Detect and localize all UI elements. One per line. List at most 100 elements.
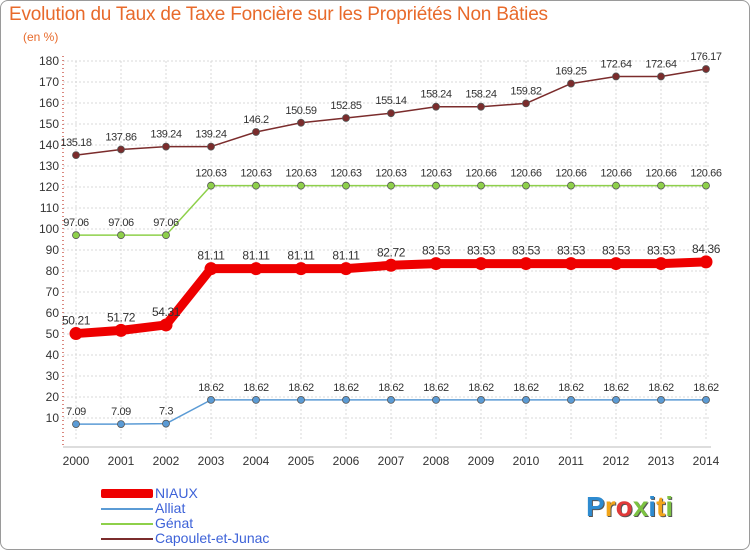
data-label-capoulet-et-junac: 159.82 bbox=[510, 85, 542, 97]
data-point-g-nat bbox=[207, 181, 215, 190]
legend-item-alliat: Alliat bbox=[101, 501, 269, 516]
y-tick-label: 120 bbox=[39, 180, 59, 194]
x-tick-label: 2014 bbox=[693, 454, 720, 468]
data-point-niaux bbox=[204, 262, 218, 276]
data-label-alliat: 18.62 bbox=[423, 382, 449, 394]
legend-swatch-genat bbox=[101, 522, 153, 525]
data-label-g-nat: 120.63 bbox=[330, 168, 362, 180]
data-point-capoulet-et-junac bbox=[657, 72, 665, 81]
logo-letter: t bbox=[656, 491, 666, 522]
data-label-capoulet-et-junac: 135.18 bbox=[60, 137, 92, 149]
data-point-capoulet-et-junac bbox=[567, 79, 575, 88]
legend-label-niaux: NIAUX bbox=[155, 485, 198, 501]
data-point-niaux bbox=[609, 257, 623, 271]
data-point-alliat bbox=[297, 395, 305, 404]
data-point-capoulet-et-junac bbox=[477, 102, 485, 111]
x-tick-label: 2011 bbox=[558, 454, 584, 468]
data-point-niaux bbox=[339, 262, 353, 276]
logo-letter: i bbox=[648, 491, 657, 522]
data-label-niaux: 82.72 bbox=[377, 245, 406, 259]
data-point-capoulet-et-junac bbox=[342, 114, 350, 122]
data-label-alliat: 18.62 bbox=[648, 382, 674, 394]
data-label-capoulet-et-junac: 152.85 bbox=[330, 100, 362, 112]
x-tick-label: 2009 bbox=[468, 454, 495, 468]
y-tick-label: 20 bbox=[46, 390, 60, 404]
logo-letter: o bbox=[615, 491, 633, 522]
data-point-g-nat bbox=[612, 181, 620, 190]
y-tick-label: 160 bbox=[39, 96, 59, 110]
data-point-niaux bbox=[159, 318, 173, 332]
data-label-g-nat: 120.63 bbox=[240, 168, 272, 180]
data-label-g-nat: 97.06 bbox=[153, 217, 179, 229]
data-point-g-nat bbox=[117, 231, 125, 240]
data-point-g-nat bbox=[657, 181, 665, 190]
data-label-g-nat: 120.66 bbox=[465, 168, 497, 180]
data-point-capoulet-et-junac bbox=[387, 109, 395, 118]
data-label-alliat: 7.3 bbox=[159, 406, 173, 418]
data-point-niaux bbox=[384, 258, 398, 272]
data-point-capoulet-et-junac bbox=[117, 145, 125, 154]
data-point-alliat bbox=[432, 395, 440, 404]
data-point-g-nat bbox=[432, 181, 440, 190]
data-point-niaux bbox=[654, 257, 668, 271]
data-point-capoulet-et-junac bbox=[432, 102, 440, 111]
data-point-capoulet-et-junac bbox=[297, 118, 305, 127]
data-label-capoulet-et-junac: 150.59 bbox=[285, 105, 317, 117]
data-point-capoulet-et-junac bbox=[522, 99, 530, 108]
data-point-g-nat bbox=[252, 181, 260, 190]
data-label-niaux: 54.31 bbox=[152, 305, 181, 319]
data-label-niaux: 81.11 bbox=[287, 249, 315, 263]
data-label-alliat: 18.62 bbox=[468, 382, 494, 394]
data-label-niaux: 83.53 bbox=[422, 244, 451, 258]
data-point-g-nat bbox=[522, 181, 530, 190]
data-label-alliat: 18.62 bbox=[603, 382, 629, 394]
data-label-g-nat: 97.06 bbox=[63, 217, 89, 229]
x-tick-label: 2002 bbox=[153, 454, 180, 468]
legend-label-alliat: Alliat bbox=[155, 500, 186, 516]
data-label-capoulet-et-junac: 139.24 bbox=[195, 129, 227, 141]
legend-label-genat: Génat bbox=[155, 515, 194, 531]
legend-item-capoulet: Capoulet-et-Junac bbox=[101, 531, 269, 546]
data-label-niaux: 50.21 bbox=[62, 314, 91, 328]
y-tick-label: 170 bbox=[39, 75, 59, 89]
data-label-alliat: 7.09 bbox=[66, 406, 86, 418]
data-point-alliat bbox=[207, 395, 215, 404]
legend-swatch-niaux bbox=[101, 489, 153, 498]
data-label-capoulet-et-junac: 158.24 bbox=[420, 89, 452, 101]
data-point-g-nat bbox=[297, 181, 305, 190]
y-tick-label: 10 bbox=[46, 411, 60, 425]
data-label-niaux: 51.72 bbox=[107, 310, 136, 324]
data-point-alliat bbox=[522, 395, 530, 404]
y-tick-label: 130 bbox=[39, 159, 59, 173]
data-label-alliat: 18.62 bbox=[243, 382, 269, 394]
logo-letter: x bbox=[632, 491, 649, 522]
data-point-alliat bbox=[567, 395, 575, 404]
data-label-niaux: 83.53 bbox=[467, 244, 496, 258]
y-tick-label: 150 bbox=[39, 117, 59, 131]
data-label-capoulet-et-junac: 137.86 bbox=[105, 131, 137, 143]
y-tick-label: 50 bbox=[46, 327, 60, 341]
data-point-niaux bbox=[114, 323, 128, 337]
data-point-niaux bbox=[294, 262, 308, 276]
data-label-alliat: 18.62 bbox=[378, 382, 404, 394]
y-tick-label: 100 bbox=[39, 222, 59, 236]
y-tick-label: 60 bbox=[46, 306, 60, 320]
data-label-alliat: 18.62 bbox=[513, 382, 539, 394]
data-point-niaux bbox=[474, 257, 488, 271]
data-label-g-nat: 120.66 bbox=[690, 168, 722, 180]
data-point-alliat bbox=[387, 395, 395, 404]
y-tick-label: 70 bbox=[46, 285, 60, 299]
legend: NIAUX Alliat Génat Capoulet-et-Junac bbox=[101, 486, 269, 546]
data-label-alliat: 7.09 bbox=[111, 406, 131, 418]
data-label-capoulet-et-junac: 172.64 bbox=[645, 58, 677, 70]
x-tick-label: 2003 bbox=[198, 454, 225, 468]
y-tick-label: 110 bbox=[40, 201, 59, 215]
legend-label-capoulet: Capoulet-et-Junac bbox=[155, 530, 270, 546]
y-tick-label: 140 bbox=[39, 138, 59, 152]
data-point-capoulet-et-junac bbox=[207, 142, 215, 151]
data-label-capoulet-et-junac: 139.24 bbox=[150, 129, 182, 141]
data-label-alliat: 18.62 bbox=[333, 382, 359, 394]
data-point-niaux bbox=[564, 257, 578, 271]
y-tick-label: 90 bbox=[46, 243, 60, 257]
